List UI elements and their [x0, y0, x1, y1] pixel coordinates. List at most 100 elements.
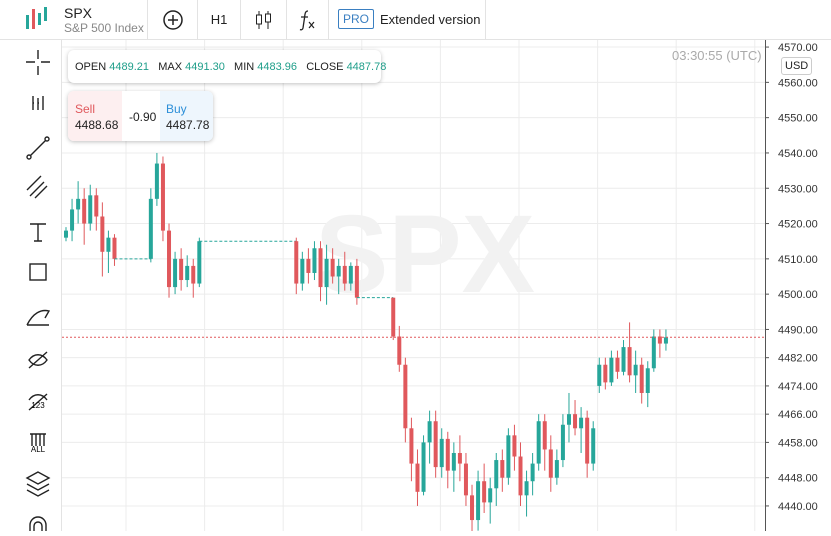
indicators-button[interactable]	[287, 0, 329, 39]
y-tick-label: 4540.00	[778, 148, 818, 160]
candle-body	[318, 248, 323, 288]
clock: 03:30:55 (UTC)	[672, 48, 762, 63]
y-tick-label: 4520.00	[778, 219, 818, 231]
layers-tool[interactable]	[25, 471, 51, 497]
channel-tool[interactable]	[26, 175, 48, 199]
y-tick-label: 4482.00	[778, 353, 818, 365]
candle-body	[585, 417, 590, 464]
candle-body	[566, 414, 571, 425]
sell-label: Sell	[75, 102, 96, 116]
candle-body	[439, 438, 444, 468]
candle-body	[488, 488, 493, 503]
candle-body	[179, 258, 184, 281]
hide-indicators-tool[interactable]	[28, 393, 48, 411]
candle-body	[482, 481, 487, 503]
candle-body	[524, 481, 529, 496]
candle-body	[324, 258, 329, 288]
magnet-tool[interactable]	[29, 516, 47, 531]
symbol-name: S&P 500 Index	[64, 21, 144, 35]
buy-button[interactable]: Buy 4487.78	[160, 91, 213, 141]
label: CLOSE	[306, 61, 344, 73]
crosshair-tool[interactable]	[26, 50, 50, 75]
extended-button[interactable]: PRO Extended version	[329, 0, 486, 39]
extended-label: Extended version	[380, 12, 481, 27]
candle-body	[506, 435, 511, 478]
candle-body	[191, 265, 196, 284]
candle-body	[354, 265, 359, 298]
candle-body	[185, 265, 190, 281]
candle-body	[494, 460, 499, 489]
candle-body	[457, 452, 462, 464]
candle-body	[312, 248, 317, 273]
candle-body	[397, 336, 402, 365]
symbol-button[interactable]: SPX S&P 500 Index	[0, 0, 148, 39]
candle-body	[160, 163, 165, 231]
candle-body	[554, 460, 559, 478]
trade-panel: Sell 4488.68 -0.90 Buy 4487.78	[68, 91, 213, 141]
symbol: SPX	[64, 5, 93, 21]
candle-body	[603, 364, 608, 383]
text-tool[interactable]	[30, 223, 46, 242]
y-tick-label: 4500.00	[778, 289, 818, 301]
candle-body	[657, 336, 662, 344]
sell-button[interactable]: Sell 4488.68	[68, 91, 122, 141]
value: 4483.96	[257, 61, 298, 73]
candle-body	[403, 364, 408, 429]
candle-icon	[256, 11, 271, 29]
candle-body	[615, 357, 620, 372]
candle-body	[530, 463, 535, 482]
add-button[interactable]	[148, 0, 198, 39]
candle-body	[300, 258, 305, 284]
rect-tool[interactable]	[29, 263, 47, 281]
candle-body	[463, 463, 468, 496]
value: 4491.30	[185, 61, 225, 73]
candle-body	[651, 336, 656, 369]
indicators-tool[interactable]	[32, 96, 44, 110]
value: 4489.21	[109, 61, 150, 73]
y-tick-label: 4490.00	[778, 324, 818, 336]
y-tick-label: 4440.00	[778, 501, 818, 513]
icon-label: ALL	[31, 445, 46, 454]
hide-drawings-tool[interactable]	[28, 351, 48, 369]
candle-body	[542, 421, 547, 450]
candle-body	[470, 495, 475, 521]
candle-body	[88, 195, 93, 224]
y-tick-label: 4448.00	[778, 473, 818, 485]
left-toolbar: 123 ALL	[0, 40, 62, 531]
candle-body	[82, 198, 87, 224]
delete-all-tool[interactable]	[30, 433, 46, 446]
candle-body	[645, 368, 650, 393]
candle-body	[579, 417, 584, 429]
plus-icon	[163, 10, 183, 30]
candle-body	[421, 442, 426, 492]
candle-body	[76, 198, 81, 210]
candle-body	[500, 460, 505, 478]
y-tick-label: 4466.00	[778, 409, 818, 421]
y-tick-label: 4510.00	[778, 254, 818, 266]
candle-body	[64, 230, 68, 238]
candle-body	[167, 230, 172, 288]
currency-button[interactable]: USD	[781, 57, 813, 75]
chart-type-button[interactable]	[241, 0, 287, 39]
candle-body	[94, 195, 99, 217]
candle-body	[518, 456, 523, 496]
candle-body	[336, 265, 341, 277]
fx-icon	[299, 10, 315, 31]
ohlc-info: OPEN 4489.21 MAX 4491.30 MIN 4483.96 CLO…	[68, 50, 386, 83]
y-tick-label: 4550.00	[778, 113, 818, 125]
candle-body	[663, 337, 668, 344]
candle-body	[148, 198, 153, 259]
y-tick-label: 4570.00	[778, 42, 818, 54]
y-tick-label: 4474.00	[778, 381, 818, 393]
timeframe-button[interactable]: H1	[198, 0, 241, 39]
y-tick-label: 4530.00	[778, 183, 818, 195]
y-tick-label: 4458.00	[778, 437, 818, 449]
line-tool[interactable]	[28, 138, 48, 158]
draw-tool[interactable]	[26, 309, 51, 326]
candle-body	[639, 364, 644, 393]
candle-body	[348, 265, 353, 284]
candle-body	[609, 357, 614, 383]
candle-body	[100, 216, 105, 252]
candle-body	[476, 481, 481, 521]
candle-body	[70, 209, 75, 231]
